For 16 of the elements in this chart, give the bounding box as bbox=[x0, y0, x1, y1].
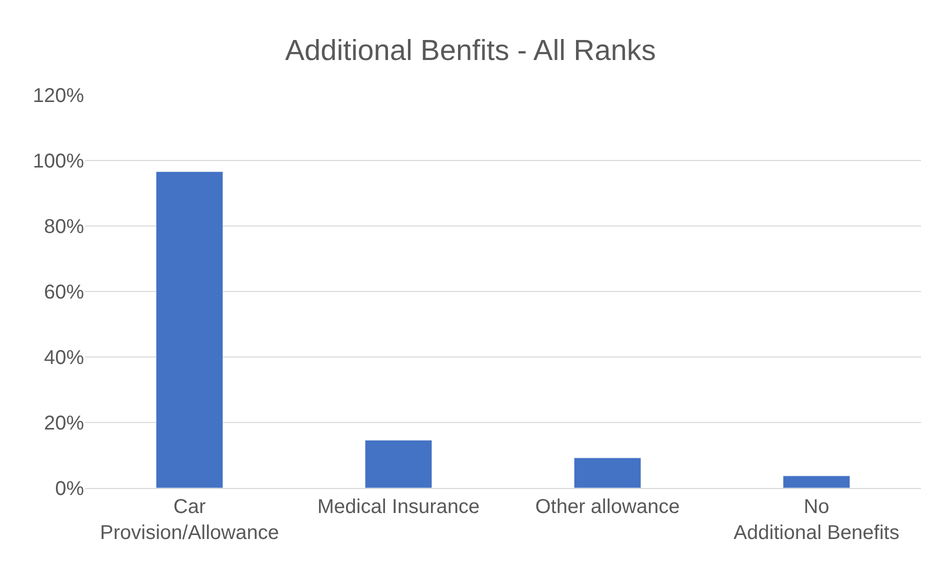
bar bbox=[782, 476, 850, 488]
x-tick-label: No Additional Benefits bbox=[734, 496, 900, 544]
y-tick-label: 100% bbox=[32, 150, 84, 172]
bar bbox=[574, 458, 642, 488]
x-tick-label: Medical Insurance bbox=[317, 496, 480, 518]
x-tick-label: Other allowance bbox=[535, 496, 680, 518]
y-tick-label: 20% bbox=[44, 412, 84, 434]
bar bbox=[364, 440, 432, 488]
x-tick-label: Car Provision/Allowance bbox=[100, 496, 279, 544]
bar bbox=[156, 171, 224, 488]
y-tick-label: 60% bbox=[44, 282, 84, 304]
chart-title: Additional Benfits - All Ranks bbox=[285, 35, 656, 68]
y-tick-label: 80% bbox=[44, 216, 84, 238]
y-tick-label: 120% bbox=[32, 85, 84, 107]
y-tick-label: 0% bbox=[55, 478, 84, 500]
y-tick-label: 40% bbox=[44, 347, 84, 369]
